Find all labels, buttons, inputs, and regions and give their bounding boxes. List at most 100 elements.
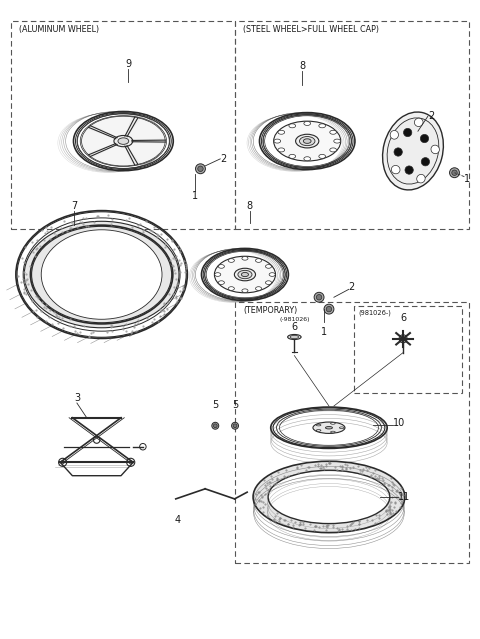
Circle shape — [450, 168, 459, 178]
Ellipse shape — [289, 155, 296, 158]
Circle shape — [399, 335, 407, 343]
Circle shape — [314, 292, 324, 302]
Ellipse shape — [303, 139, 311, 143]
Circle shape — [231, 422, 239, 429]
Ellipse shape — [265, 281, 272, 284]
Ellipse shape — [255, 259, 262, 263]
Ellipse shape — [278, 148, 285, 152]
Ellipse shape — [313, 422, 345, 433]
Ellipse shape — [383, 112, 444, 190]
Circle shape — [94, 437, 100, 443]
Bar — [354, 306, 462, 393]
Text: 6: 6 — [291, 322, 298, 332]
Circle shape — [127, 458, 135, 466]
Circle shape — [61, 461, 64, 464]
Bar — [11, 22, 235, 229]
Circle shape — [212, 422, 219, 429]
Ellipse shape — [316, 429, 321, 431]
Text: 9: 9 — [125, 59, 132, 69]
Ellipse shape — [228, 259, 234, 263]
Circle shape — [214, 424, 217, 427]
Ellipse shape — [228, 287, 234, 290]
Ellipse shape — [391, 166, 400, 174]
Circle shape — [59, 458, 67, 466]
Circle shape — [316, 295, 322, 300]
Text: 8: 8 — [299, 61, 305, 71]
Text: 3: 3 — [74, 393, 80, 403]
Ellipse shape — [304, 121, 311, 125]
Circle shape — [452, 170, 457, 176]
Bar — [235, 22, 469, 229]
Circle shape — [404, 128, 412, 137]
Ellipse shape — [325, 426, 333, 429]
Ellipse shape — [330, 130, 336, 134]
Ellipse shape — [242, 256, 248, 260]
Ellipse shape — [253, 461, 405, 532]
Polygon shape — [87, 144, 117, 158]
Ellipse shape — [24, 221, 179, 328]
Text: (981026-): (981026-) — [359, 309, 392, 316]
Ellipse shape — [234, 268, 255, 281]
Ellipse shape — [414, 118, 423, 127]
Text: 2: 2 — [220, 154, 227, 164]
Text: 5: 5 — [232, 400, 238, 410]
Circle shape — [420, 134, 429, 142]
Ellipse shape — [316, 424, 321, 426]
Text: (-981026): (-981026) — [279, 317, 310, 322]
Text: 4: 4 — [175, 514, 181, 525]
Ellipse shape — [274, 121, 341, 161]
Ellipse shape — [238, 270, 252, 279]
Ellipse shape — [215, 273, 221, 276]
Ellipse shape — [288, 334, 301, 339]
Ellipse shape — [242, 289, 248, 293]
Ellipse shape — [218, 281, 225, 284]
Text: 10: 10 — [393, 418, 406, 427]
Circle shape — [129, 461, 132, 464]
Ellipse shape — [304, 157, 311, 161]
Circle shape — [394, 148, 402, 156]
Ellipse shape — [339, 427, 344, 429]
Polygon shape — [125, 146, 141, 165]
Text: 2: 2 — [428, 111, 434, 121]
Ellipse shape — [334, 139, 340, 143]
Polygon shape — [125, 118, 141, 137]
Ellipse shape — [41, 230, 162, 320]
Circle shape — [326, 307, 332, 312]
Ellipse shape — [268, 470, 390, 523]
Text: 5: 5 — [212, 400, 218, 410]
Ellipse shape — [290, 335, 299, 339]
Circle shape — [421, 158, 430, 166]
Text: (ALUMINUM WHEEL): (ALUMINUM WHEEL) — [19, 26, 99, 35]
Ellipse shape — [431, 145, 439, 154]
Text: 2: 2 — [349, 282, 355, 293]
Ellipse shape — [114, 135, 133, 147]
Text: 1: 1 — [464, 174, 470, 183]
Ellipse shape — [269, 273, 275, 276]
Ellipse shape — [417, 174, 425, 183]
Text: (TEMPORARY): (TEMPORARY) — [243, 306, 297, 315]
Ellipse shape — [331, 422, 335, 424]
Text: 11: 11 — [398, 492, 410, 502]
Ellipse shape — [296, 134, 319, 148]
Ellipse shape — [218, 265, 225, 268]
Ellipse shape — [387, 118, 439, 184]
Text: 1: 1 — [321, 327, 327, 337]
Ellipse shape — [241, 272, 249, 277]
Text: 8: 8 — [247, 201, 253, 212]
Bar — [235, 302, 469, 563]
Text: 1: 1 — [192, 190, 198, 201]
Ellipse shape — [80, 116, 167, 167]
Ellipse shape — [289, 124, 296, 128]
Ellipse shape — [319, 124, 325, 128]
Polygon shape — [87, 125, 117, 139]
Circle shape — [140, 443, 146, 450]
Text: 7: 7 — [71, 201, 77, 212]
Text: (STEEL WHEEL>FULL WHEEL CAP): (STEEL WHEEL>FULL WHEEL CAP) — [243, 26, 379, 35]
Ellipse shape — [215, 256, 276, 293]
Ellipse shape — [118, 138, 129, 144]
Ellipse shape — [330, 148, 336, 152]
Ellipse shape — [278, 130, 285, 134]
Circle shape — [195, 164, 205, 174]
Ellipse shape — [331, 431, 335, 433]
Ellipse shape — [390, 130, 398, 139]
